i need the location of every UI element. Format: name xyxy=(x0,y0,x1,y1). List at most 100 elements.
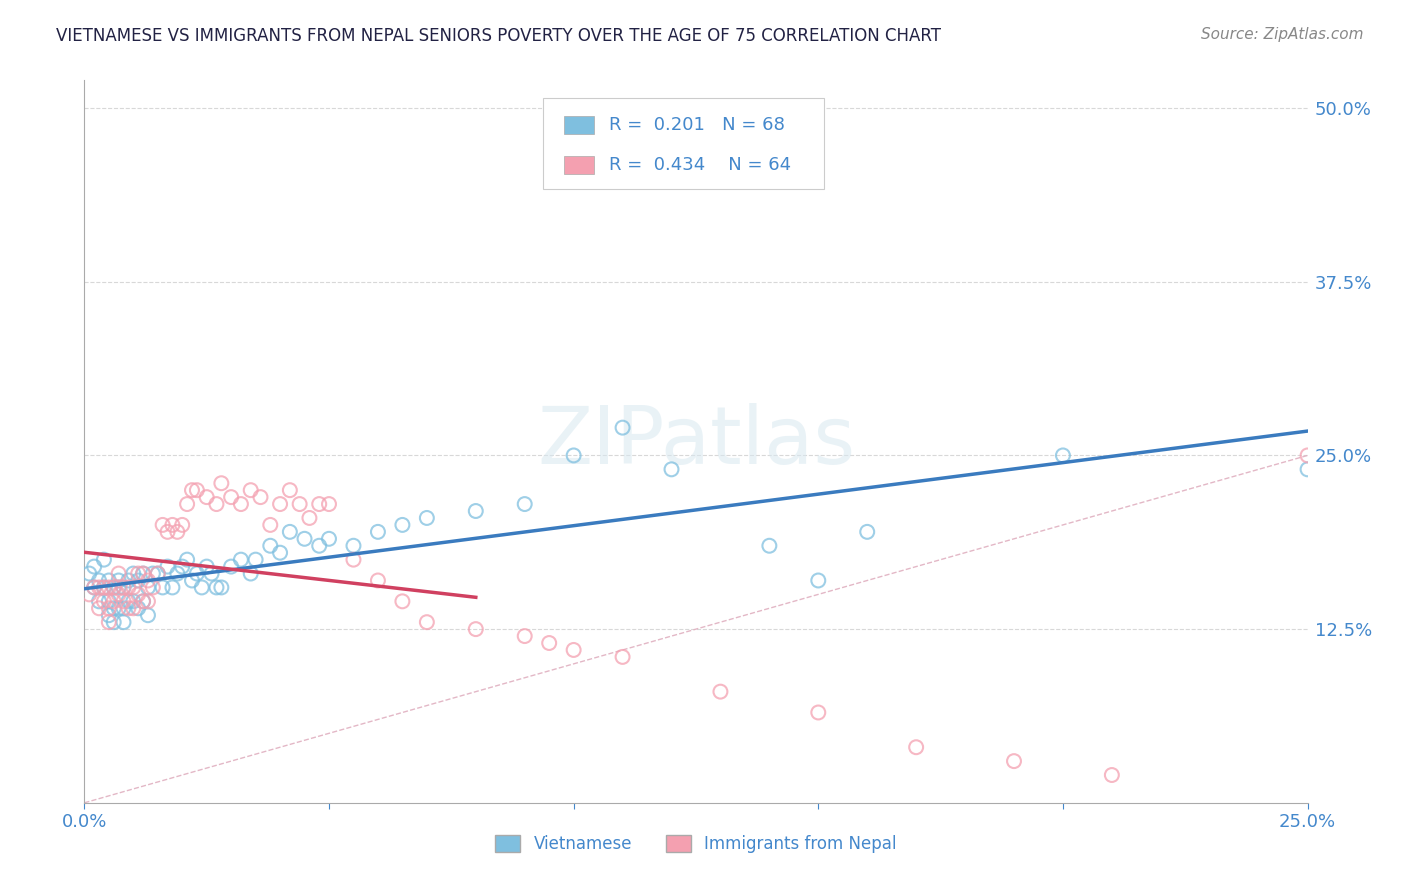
Point xyxy=(156,559,179,574)
Point xyxy=(205,581,228,595)
Point xyxy=(93,581,115,595)
Legend: Vietnamese, Immigrants from Nepal: Vietnamese, Immigrants from Nepal xyxy=(489,828,903,860)
Point xyxy=(229,497,252,511)
Point xyxy=(122,566,145,581)
Point xyxy=(219,559,242,574)
FancyBboxPatch shape xyxy=(564,117,595,135)
Point xyxy=(342,539,364,553)
FancyBboxPatch shape xyxy=(543,98,824,189)
Point xyxy=(1101,768,1123,782)
Text: VIETNAMESE VS IMMIGRANTS FROM NEPAL SENIORS POVERTY OVER THE AGE OF 75 CORRELATI: VIETNAMESE VS IMMIGRANTS FROM NEPAL SENI… xyxy=(56,27,941,45)
Point xyxy=(127,566,149,581)
Point xyxy=(758,539,780,553)
Point xyxy=(172,517,194,532)
Point xyxy=(87,601,110,615)
Point xyxy=(77,587,100,601)
Point xyxy=(513,497,536,511)
Point xyxy=(464,504,486,518)
Point xyxy=(97,594,120,608)
Text: ZIPatlas: ZIPatlas xyxy=(537,402,855,481)
Point xyxy=(856,524,879,539)
Point xyxy=(209,581,232,595)
Point xyxy=(176,552,198,566)
Point xyxy=(112,615,135,630)
Text: R =  0.201   N = 68: R = 0.201 N = 68 xyxy=(609,117,785,135)
Point xyxy=(308,497,330,511)
Point xyxy=(278,483,301,498)
Point xyxy=(416,511,439,525)
Point xyxy=(107,581,129,595)
Point xyxy=(181,483,204,498)
Point xyxy=(166,524,188,539)
Point xyxy=(1296,462,1319,476)
Point xyxy=(83,581,105,595)
Point xyxy=(342,552,364,566)
Point xyxy=(249,490,271,504)
Point xyxy=(152,581,174,595)
Point xyxy=(294,532,316,546)
Point xyxy=(127,574,149,588)
Point xyxy=(245,552,267,566)
Point xyxy=(87,574,110,588)
Point xyxy=(146,566,169,581)
Point xyxy=(513,629,536,643)
Point xyxy=(709,684,731,698)
Point xyxy=(318,497,340,511)
Point xyxy=(176,497,198,511)
Point xyxy=(132,566,155,581)
Point xyxy=(112,594,135,608)
Point xyxy=(269,546,291,560)
Point xyxy=(117,574,139,588)
Point xyxy=(97,608,120,623)
Point xyxy=(122,581,145,595)
Point xyxy=(136,594,159,608)
Point xyxy=(186,483,208,498)
Point xyxy=(308,539,330,553)
Point xyxy=(367,574,389,588)
Point xyxy=(122,601,145,615)
Point xyxy=(136,574,159,588)
Point xyxy=(107,566,129,581)
Point xyxy=(288,497,311,511)
Point xyxy=(132,566,155,581)
Point xyxy=(562,643,585,657)
Point xyxy=(1002,754,1025,768)
Point xyxy=(117,601,139,615)
Point xyxy=(195,559,218,574)
Point xyxy=(97,581,120,595)
Point xyxy=(181,574,204,588)
Point xyxy=(464,622,486,636)
Point xyxy=(416,615,439,630)
Point xyxy=(1052,449,1074,463)
Point xyxy=(142,581,165,595)
Point xyxy=(127,587,149,601)
Point xyxy=(132,594,155,608)
Point xyxy=(807,706,830,720)
Point xyxy=(239,483,262,498)
Point xyxy=(1296,449,1319,463)
Point xyxy=(538,636,561,650)
Point xyxy=(97,574,120,588)
Point xyxy=(93,581,115,595)
Point xyxy=(612,649,634,664)
Point xyxy=(391,517,413,532)
Point xyxy=(259,539,281,553)
Point xyxy=(122,594,145,608)
Text: Source: ZipAtlas.com: Source: ZipAtlas.com xyxy=(1201,27,1364,42)
Point xyxy=(93,552,115,566)
Point xyxy=(162,517,184,532)
FancyBboxPatch shape xyxy=(564,156,595,174)
Point xyxy=(112,581,135,595)
Point xyxy=(87,594,110,608)
Point xyxy=(200,566,222,581)
Point xyxy=(269,497,291,511)
Point xyxy=(905,740,928,755)
Point xyxy=(103,594,125,608)
Point xyxy=(205,497,228,511)
Point xyxy=(117,594,139,608)
Point xyxy=(83,559,105,574)
Point xyxy=(112,581,135,595)
Text: R =  0.434    N = 64: R = 0.434 N = 64 xyxy=(609,156,792,174)
Point xyxy=(172,559,194,574)
Point xyxy=(807,574,830,588)
